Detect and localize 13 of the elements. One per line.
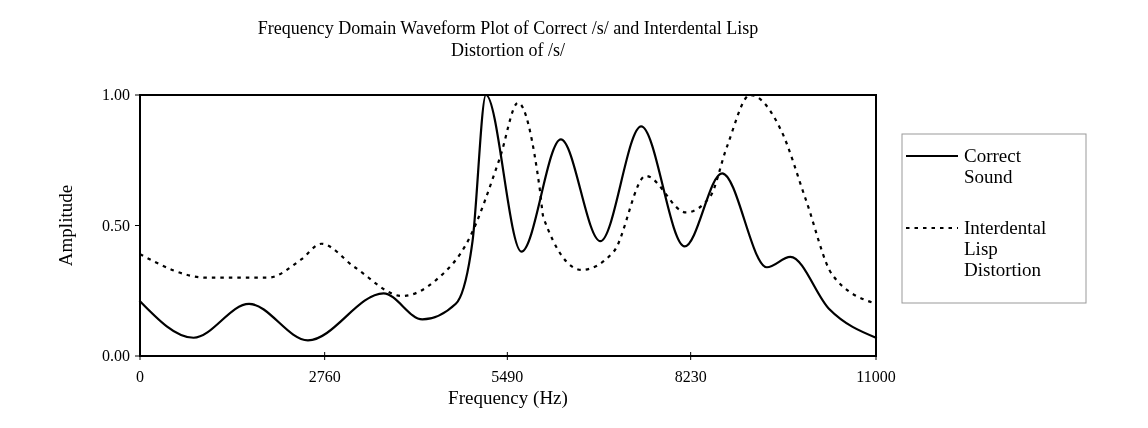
legend-label: Interdental Lisp Distortion bbox=[964, 217, 1047, 280]
x-tick-label: 11000 bbox=[856, 368, 896, 385]
x-axis-title: Frequency (Hz) bbox=[448, 387, 568, 409]
y-tick-label: 0.50 bbox=[102, 216, 130, 234]
x-tick-label: 0 bbox=[136, 368, 144, 385]
x-tick-label: 5490 bbox=[491, 368, 524, 385]
y-tick-label: 1.00 bbox=[102, 86, 130, 103]
x-tick-label: 2760 bbox=[308, 368, 341, 385]
chart-title: Frequency Domain Waveform Plot of Correct /s/ and Interdental Lisp Distortion of /s/ bbox=[257, 18, 759, 60]
y-axis-title: Amplitude bbox=[55, 184, 76, 267]
legend-label: Correct Sound bbox=[964, 145, 1022, 187]
x-tick-label: 8230 bbox=[674, 368, 707, 385]
y-tick-label: 0.00 bbox=[102, 347, 130, 364]
